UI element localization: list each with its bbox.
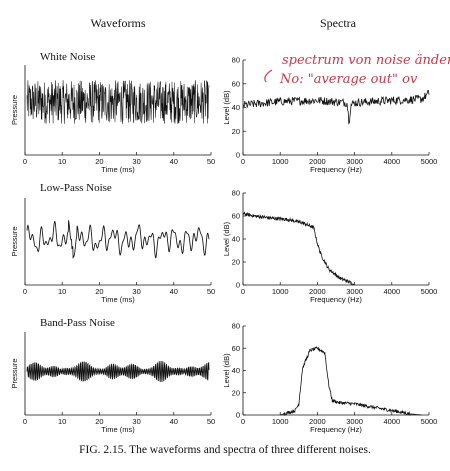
x-tick-label: 50 <box>207 157 215 166</box>
x-tick-label: 0 <box>23 417 27 426</box>
x-tick-label: 4000 <box>383 417 400 426</box>
x-tick-label: 4000 <box>383 157 400 166</box>
waveform-trace <box>26 220 210 259</box>
x-axis-title: Frequency (Hz) <box>310 295 362 304</box>
x-tick-label: 3000 <box>346 417 363 426</box>
y-tick-label: 40 <box>232 103 240 112</box>
low-pass-noise-spectrum-panel: 0 1000 2000 3000 4000 5000 Frequency (Hz) Level… <box>222 189 437 305</box>
x-axis-title: Frequency (Hz) <box>310 425 362 434</box>
white-noise-title: White Noise <box>40 51 95 63</box>
y-tick-label: 80 <box>232 189 240 198</box>
x-axis-title: Time (ms) <box>101 295 135 304</box>
x-tick-label: 5000 <box>421 287 438 296</box>
x-tick-label: 0 <box>23 287 27 296</box>
x-tick-label: 4000 <box>383 287 400 296</box>
x-tick-label: 50 <box>207 417 215 426</box>
x-tick-label: 40 <box>170 417 178 426</box>
y-axis-title: Level (dB) <box>222 221 231 256</box>
x-tick-label: 3000 <box>346 287 363 296</box>
y-tick-label: 20 <box>232 258 240 267</box>
waveforms-column-title: Waveforms <box>90 16 145 30</box>
band-pass-noise-waveform-panel: 0 10 20 30 40 50 Time (ms) Pressure <box>10 332 215 434</box>
x-tick-label: 2000 <box>309 157 326 166</box>
y-tick-label: 40 <box>232 366 240 375</box>
x-tick-label: 10 <box>58 417 66 426</box>
x-tick-label: 2000 <box>309 287 326 296</box>
y-tick-label: 0 <box>236 411 240 420</box>
figure-caption: FIG. 2.15. The waveforms and spectra of … <box>79 444 371 456</box>
x-tick-label: 40 <box>170 287 178 296</box>
y-axis-title: Level (dB) <box>222 353 231 388</box>
x-tick-label: 10 <box>58 287 66 296</box>
x-tick-label: 1000 <box>272 287 289 296</box>
spectrum-trace <box>242 211 355 286</box>
spectrum-trace <box>280 346 422 417</box>
y-tick-label: 60 <box>232 79 240 88</box>
low-pass-noise-waveform-panel: 0 10 20 30 40 50 Time (ms) Pressure <box>10 198 215 304</box>
x-tick-label: 1000 <box>272 417 289 426</box>
x-tick-label: 1000 <box>272 157 289 166</box>
y-axis-title: Pressure <box>10 226 19 256</box>
y-tick-label: 60 <box>232 212 240 221</box>
spectrum-trace <box>242 89 430 125</box>
y-tick-label: 60 <box>232 344 240 353</box>
y-tick-label: 20 <box>232 388 240 397</box>
x-tick-label: 0 <box>241 417 245 426</box>
white-noise-spectrum-panel: 0 1000 2000 3000 4000 5000 Frequency (Hz) Level… <box>222 56 437 175</box>
y-axis-title: Level (dB) <box>222 90 231 125</box>
handwritten-note-line-1: spectrum von noise ändern <box>282 53 450 68</box>
x-tick-label: 2000 <box>309 417 326 426</box>
x-tick-label: 30 <box>132 287 140 296</box>
x-tick-label: 40 <box>170 157 178 166</box>
y-tick-label: 20 <box>232 127 240 136</box>
spectra-column-title: Spectra <box>320 16 357 30</box>
band-pass-noise-spectrum-panel: 0 1000 2000 3000 4000 5000 Frequency (Hz) Level… <box>222 322 437 435</box>
x-tick-label: 20 <box>95 287 103 296</box>
x-axis-title: Time (ms) <box>101 425 135 434</box>
y-tick-label: 0 <box>236 151 240 160</box>
x-tick-label: 20 <box>95 157 103 166</box>
x-axis-title: Frequency (Hz) <box>310 165 362 174</box>
x-tick-label: 20 <box>95 417 103 426</box>
x-tick-label: 5000 <box>421 417 438 426</box>
band-pass-noise-title: Band-Pass Noise <box>40 317 115 329</box>
x-tick-label: 5000 <box>421 157 438 166</box>
waveform-trace <box>26 360 210 383</box>
annotation-dash-mark <box>264 69 273 83</box>
x-axis-title: Time (ms) <box>101 165 135 174</box>
x-tick-label: 30 <box>132 417 140 426</box>
x-tick-label: 30 <box>132 157 140 166</box>
x-tick-label: 0 <box>23 157 27 166</box>
x-tick-label: 3000 <box>346 157 363 166</box>
y-tick-label: 80 <box>232 322 240 331</box>
x-tick-label: 50 <box>207 287 215 296</box>
y-axis-title: Pressure <box>10 358 19 388</box>
y-axis-title: Pressure <box>10 95 19 125</box>
y-tick-label: 40 <box>232 235 240 244</box>
white-noise-waveform-panel: 0 10 20 30 40 50 Time (ms) Pressure <box>10 65 215 174</box>
waveform-trace <box>26 80 210 124</box>
x-tick-label: 0 <box>241 287 245 296</box>
x-tick-label: 0 <box>241 157 245 166</box>
y-tick-label: 0 <box>236 281 240 290</box>
low-pass-noise-title: Low-Pass Noise <box>40 182 112 194</box>
y-tick-label: 80 <box>232 56 240 65</box>
handwritten-note-line-2: No: "average out" ov <box>279 72 418 87</box>
x-tick-label: 10 <box>58 157 66 166</box>
